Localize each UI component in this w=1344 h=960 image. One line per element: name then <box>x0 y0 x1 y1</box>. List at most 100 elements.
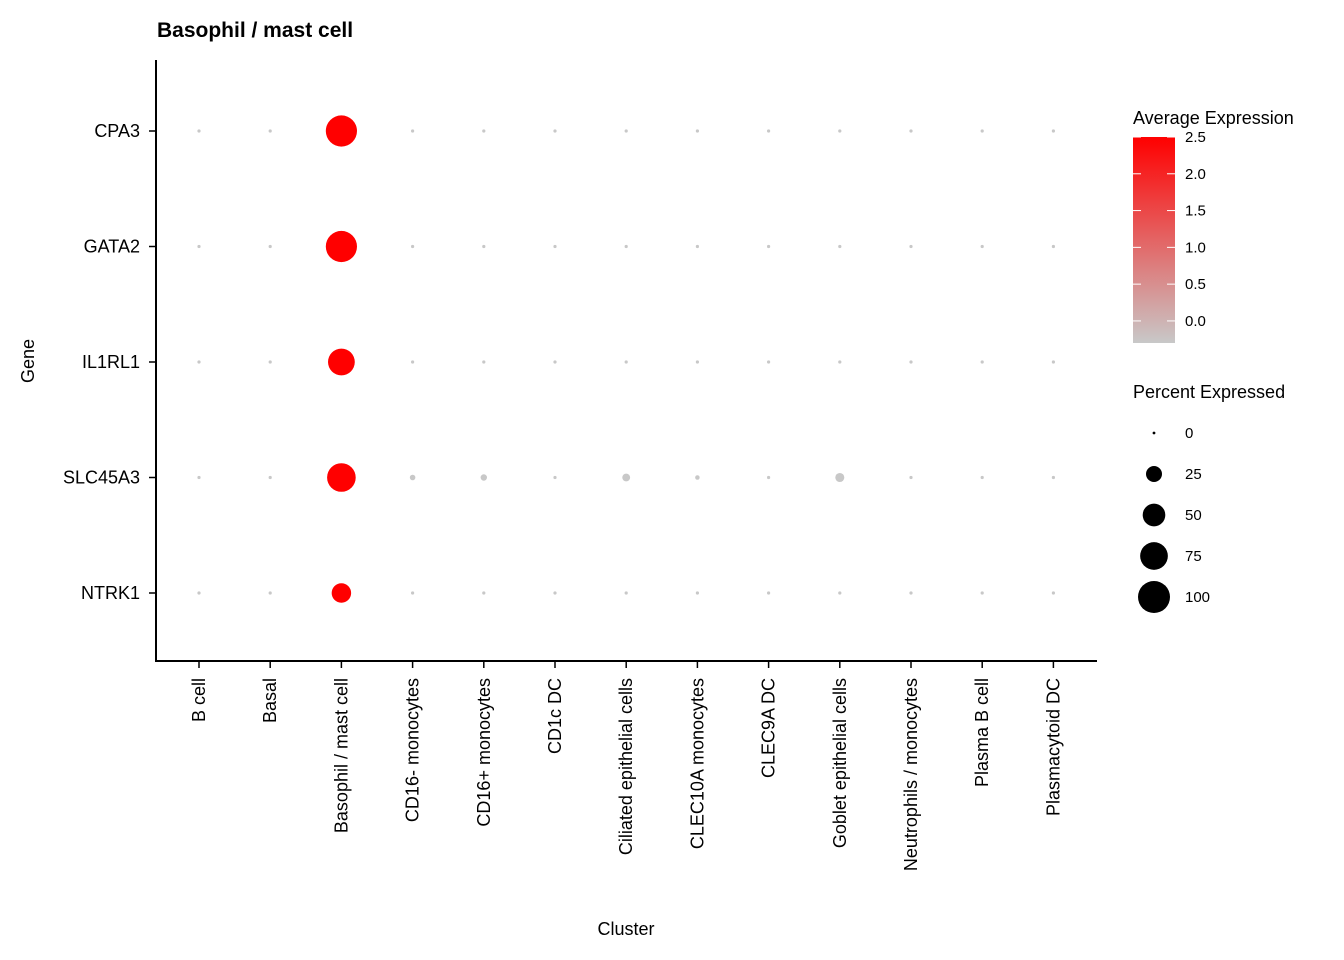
color-legend-label: 1.0 <box>1185 239 1206 256</box>
dot-point <box>622 473 631 482</box>
size-legend-label: 0 <box>1185 425 1193 442</box>
dot-point <box>268 244 272 249</box>
color-legend-label: 0.5 <box>1185 276 1206 293</box>
size-legend: Percent Expressed 0 25 50 75 100 <box>1133 382 1285 613</box>
dot-point <box>268 475 272 480</box>
x-axis-ticks: B cell Basal Basophil / mast cell CD16- mon… <box>189 661 1063 871</box>
dot-point <box>767 244 771 249</box>
dot-point <box>1051 129 1055 133</box>
x-tick-label: CD16+ monocytes <box>474 678 494 827</box>
dot-point <box>268 360 272 364</box>
dot-point <box>325 230 357 263</box>
dot-point <box>1051 475 1055 480</box>
dot-point <box>480 474 487 481</box>
dot-point <box>553 244 557 249</box>
dot-point <box>268 591 272 595</box>
dot-point <box>411 129 415 133</box>
color-legend-label: 2.5 <box>1185 129 1206 146</box>
y-tick-label: IL1RL1 <box>82 352 140 372</box>
dot-point <box>197 244 201 249</box>
dot-point <box>411 591 415 595</box>
y-tick-label: CPA3 <box>94 121 140 141</box>
dot-point <box>838 360 842 364</box>
dot-point <box>1051 244 1055 249</box>
dot-point <box>482 129 486 133</box>
dot-point <box>327 463 356 492</box>
y-tick-label: SLC45A3 <box>63 468 140 488</box>
size-legend-label: 50 <box>1185 507 1202 524</box>
x-tick-label: Plasma B cell <box>972 678 992 787</box>
dot-point <box>409 474 416 481</box>
dot-point <box>980 475 984 480</box>
dot-point <box>909 591 913 595</box>
x-tick-label: CD16- monocytes <box>403 678 423 822</box>
dot-point <box>767 591 771 595</box>
x-tick-label: Ciliated epithelial cells <box>616 678 636 855</box>
size-legend-label: 25 <box>1185 466 1202 483</box>
x-tick-label: B cell <box>189 678 209 722</box>
color-legend-label: 1.5 <box>1185 203 1206 220</box>
dot-point <box>331 583 352 603</box>
dot-grid <box>197 115 1055 603</box>
x-tick-label: Neutrophils / monocytes <box>901 678 921 871</box>
x-tick-label: Goblet epithelial cells <box>830 678 850 848</box>
y-axis-title: Gene <box>18 339 38 383</box>
size-legend-label: 100 <box>1185 589 1210 606</box>
y-tick-label: GATA2 <box>84 237 140 257</box>
dot-point <box>1051 591 1055 595</box>
dot-point <box>411 244 415 249</box>
dot-point <box>197 475 201 480</box>
dot-point <box>482 360 486 364</box>
dot-point <box>325 115 357 147</box>
x-tick-label: CLEC9A DC <box>759 678 779 778</box>
dot-point <box>624 591 628 595</box>
dot-point <box>268 129 272 133</box>
dot-point <box>197 360 201 364</box>
color-legend-title: Average Expression <box>1133 108 1294 128</box>
dot-point <box>980 129 984 133</box>
dot-point <box>909 129 913 133</box>
dot-point <box>624 129 628 133</box>
dot-point <box>838 591 842 595</box>
color-legend: Average Expression 2.5 2.0 1.5 1.0 0.5 0.0 <box>1133 108 1294 343</box>
chart-title: Basophil / mast cell <box>157 19 353 42</box>
dot-point <box>1051 360 1055 364</box>
y-tick-label: NTRK1 <box>81 583 140 603</box>
dot-point <box>767 360 771 364</box>
dot-point <box>624 244 628 249</box>
dot-point <box>482 244 486 249</box>
x-axis-title: Cluster <box>597 919 654 939</box>
size-legend-label: 75 <box>1185 548 1202 565</box>
dot-point <box>482 591 486 595</box>
x-tick-label: CLEC10A monocytes <box>687 678 707 849</box>
x-tick-label: Basophil / mast cell <box>331 678 351 833</box>
dot-point <box>197 591 201 595</box>
dot-point <box>553 591 557 595</box>
dot-point <box>695 475 700 480</box>
dot-point <box>553 129 557 133</box>
color-legend-label: 2.0 <box>1185 166 1206 183</box>
size-legend-dot <box>1146 466 1162 482</box>
color-legend-label: 0.0 <box>1185 313 1206 330</box>
dot-point <box>767 129 771 133</box>
dot-point <box>838 129 842 133</box>
dot-point <box>695 129 700 133</box>
dot-point <box>835 472 845 483</box>
x-tick-label: CD1c DC <box>545 678 565 754</box>
color-legend-bar <box>1133 137 1175 343</box>
dot-point <box>980 591 984 595</box>
dot-point <box>411 360 415 364</box>
dot-point <box>838 244 842 249</box>
dot-point <box>980 360 984 364</box>
dot-point <box>695 244 700 249</box>
size-legend-dot <box>1138 581 1170 613</box>
dot-point <box>553 475 557 480</box>
dot-point <box>909 475 913 480</box>
size-legend-dot <box>1152 431 1156 435</box>
dot-point <box>767 475 771 480</box>
dot-point <box>980 244 984 249</box>
dot-point <box>553 360 557 364</box>
y-axis-ticks: CPA3 GATA2 IL1RL1 SLC45A3 NTRK1 <box>63 121 156 603</box>
dot-point <box>328 348 355 376</box>
